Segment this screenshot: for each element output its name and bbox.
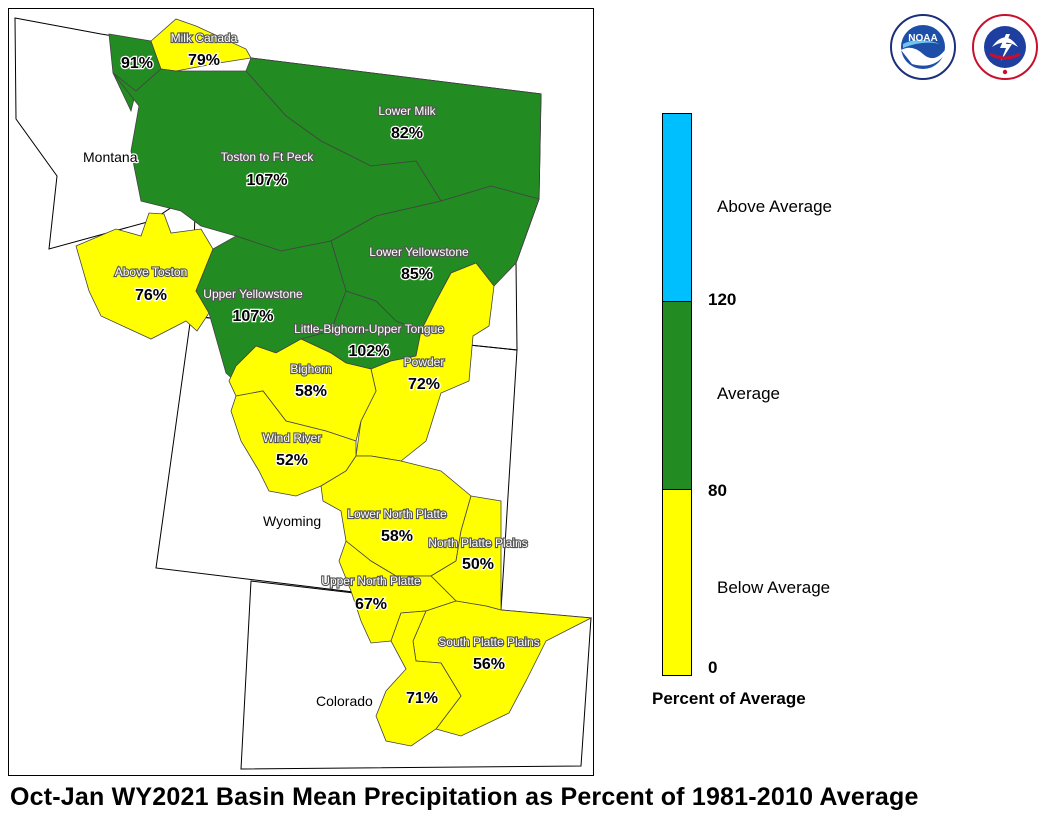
- page-title: Oct-Jan WY2021 Basin Mean Precipitation …: [10, 783, 919, 811]
- legend-tick-0: 0: [708, 658, 718, 677]
- basin-upper-yellowstone-percent: 107%: [233, 308, 274, 325]
- basin-lower-yellowstone-percent: 85%: [401, 266, 433, 283]
- basin-lower-milk-name: Lower Milk: [378, 104, 436, 118]
- basin-little-bighorn-percent: 102%: [349, 343, 390, 360]
- state-labels: Montana Wyoming Colorado: [82, 148, 375, 711]
- basin-labels: Milk Canada 79% 91% Lower Milk 82% Tosto…: [114, 30, 541, 708]
- basin-toston-ft-peck-name: Toston to Ft Peck: [221, 150, 315, 164]
- basin-upper-north-platte-percent: 67%: [355, 596, 387, 613]
- basin-powder-name: Powder: [404, 355, 445, 369]
- basin-little-bighorn-name: Little-Bighorn-Upper Tongue: [294, 322, 444, 336]
- basin-wind-river-name: Wind River: [263, 431, 322, 445]
- basin-wind-river-percent: 52%: [276, 452, 308, 469]
- basin-south-platte-plains-percent: 56%: [473, 656, 505, 673]
- basin-toston-ft-peck-percent: 107%: [247, 172, 288, 189]
- legend-below-average-label: Below Average: [717, 578, 831, 597]
- legend-title: Percent of Average: [652, 689, 806, 708]
- basin-lower-yellowstone-name: Lower Yellowstone: [369, 245, 469, 259]
- legend-above-average-label: Above Average: [717, 197, 832, 216]
- basin-milk-canada-name: Milk Canada: [171, 31, 238, 45]
- state-label-montana: Montana: [83, 149, 138, 165]
- state-label-wyoming: Wyoming: [263, 513, 321, 529]
- legend-average-label: Average: [717, 384, 781, 403]
- basin-bighorn-name: Bighorn: [290, 362, 331, 376]
- basin-71-polygon[interactable]: [375, 610, 462, 747]
- basin-north-platte-plains-name: North Platte Plains: [428, 536, 527, 550]
- basin-upper-north-platte-name: Upper North Platte: [321, 574, 421, 588]
- legend-above-average-swatch: [663, 114, 691, 301]
- basin-bighorn-percent: 58%: [295, 383, 327, 400]
- basin-upper-yellowstone-name: Upper Yellowstone: [203, 287, 303, 301]
- legend-tick-80: 80: [708, 481, 727, 500]
- svg-text:NOAA: NOAA: [908, 33, 937, 44]
- basin-71-percent: 71%: [406, 690, 438, 707]
- noaa-logo-icon: NOAA: [890, 14, 956, 80]
- basin-powder-percent: 72%: [408, 376, 440, 393]
- basin-above-toston-name: Above Toston: [115, 265, 188, 279]
- basins: [75, 18, 593, 747]
- map-frame: Milk Canada 79% 91% Lower Milk 82% Tosto…: [8, 8, 594, 776]
- legend-average-swatch: [663, 301, 691, 489]
- basin-lower-milk-percent: 82%: [391, 125, 423, 142]
- basin-north-platte-plains-percent: 50%: [462, 556, 494, 573]
- basin-above-toston-percent: 76%: [135, 287, 167, 304]
- basin-south-platte-plains-name: South Platte Plains: [438, 635, 539, 649]
- state-label-colorado: Colorado: [316, 693, 373, 709]
- basin-milk-canada-percent: 79%: [188, 52, 220, 69]
- basin-lower-north-platte-name: Lower North Platte: [347, 507, 447, 521]
- basin-lower-north-platte-percent: 58%: [381, 528, 413, 545]
- legend-below-average-swatch: [663, 489, 691, 675]
- basin-map: Milk Canada 79% 91% Lower Milk 82% Tosto…: [14, 17, 593, 770]
- basin-91-percent: 91%: [121, 55, 153, 72]
- legend-tick-120: 120: [708, 290, 737, 309]
- legend-color-bar: [662, 113, 692, 676]
- nws-logo-icon: [972, 14, 1038, 80]
